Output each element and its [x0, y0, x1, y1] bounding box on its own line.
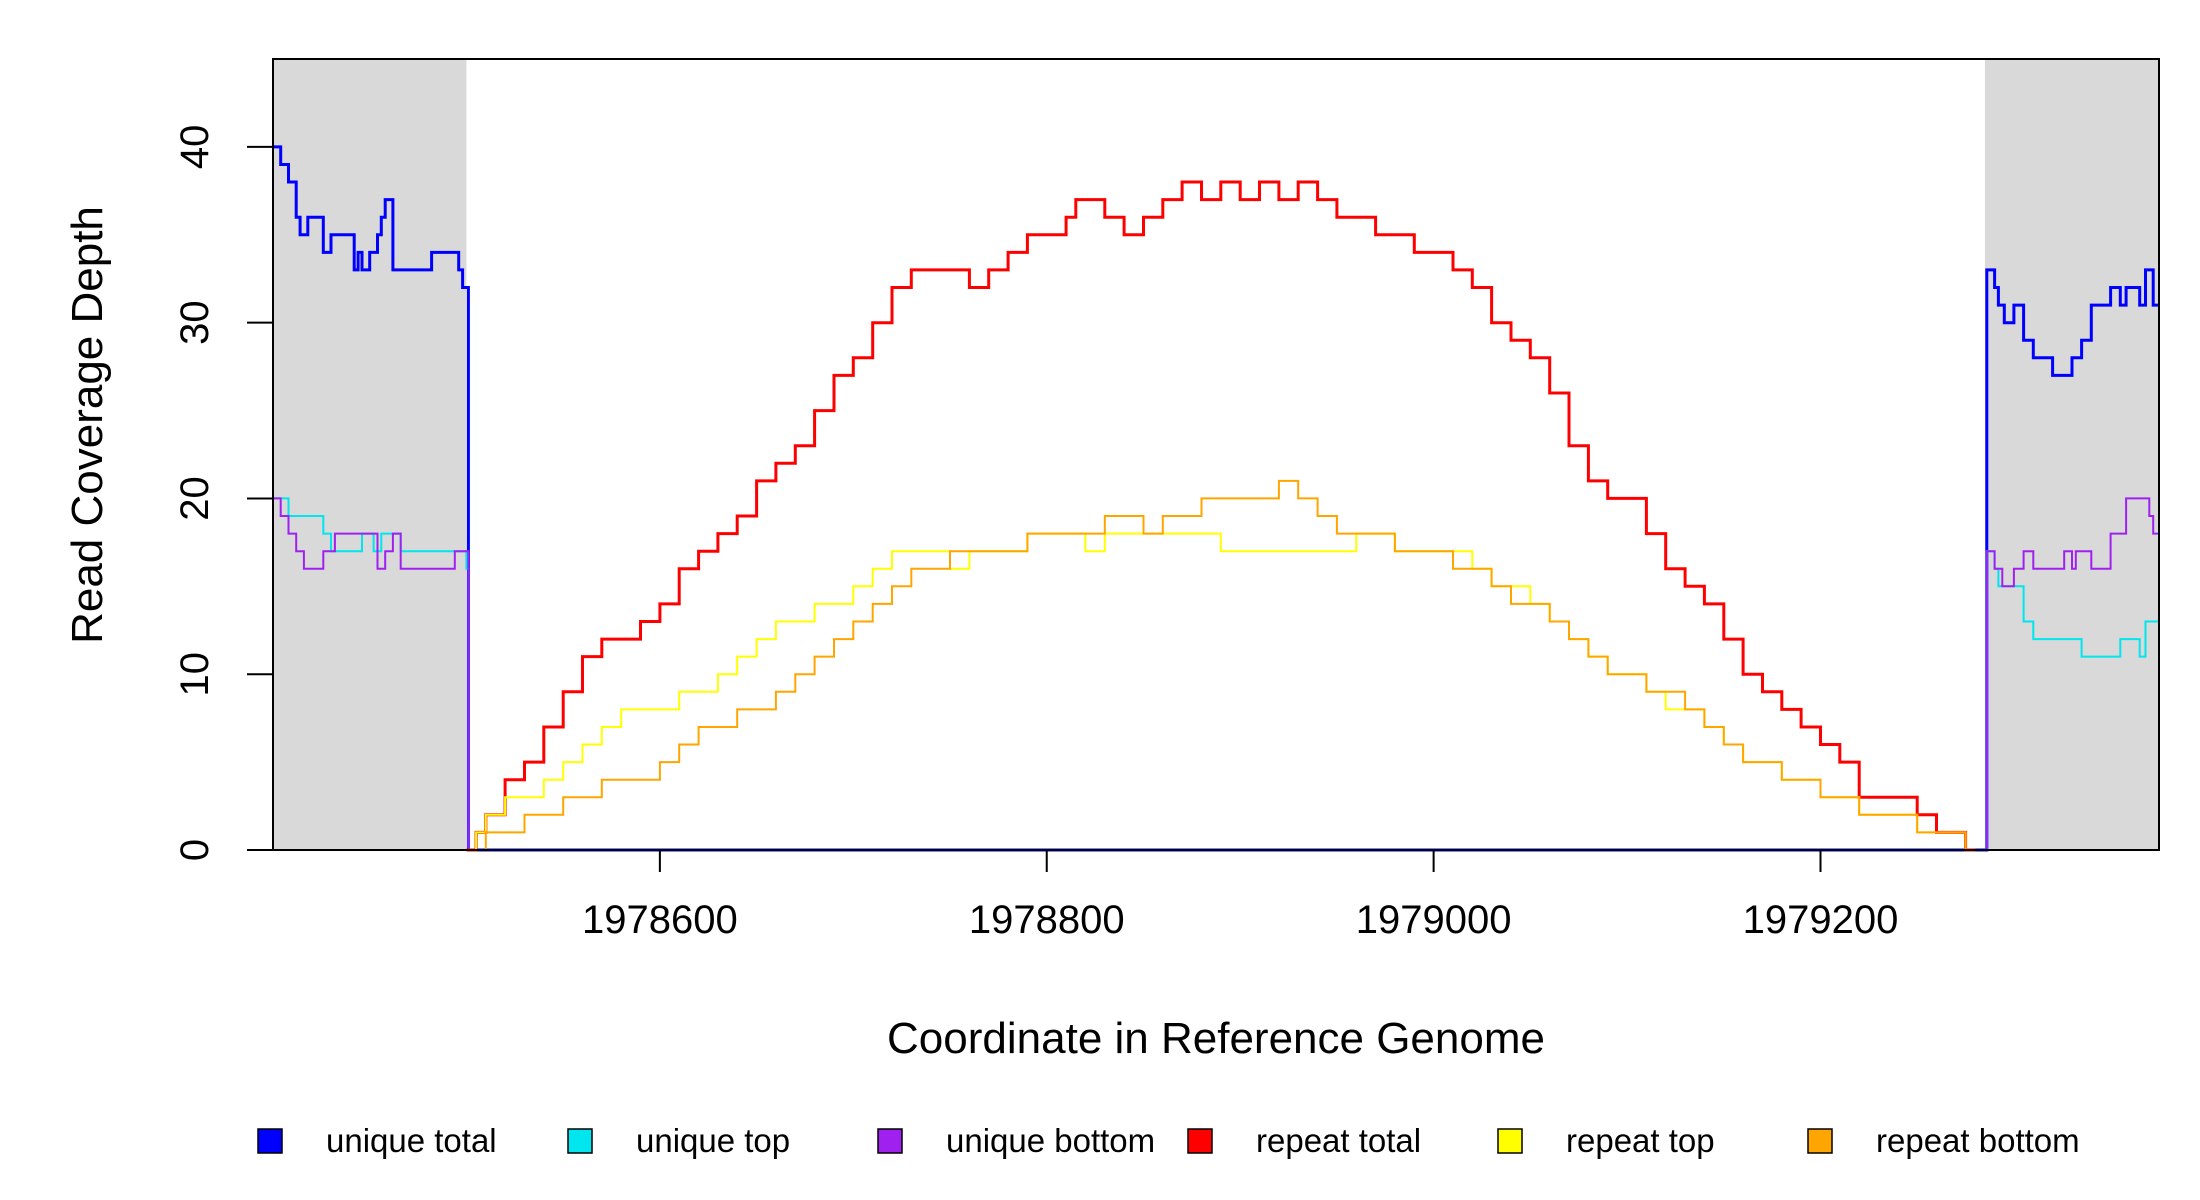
- y-tick-label: 40: [173, 125, 217, 170]
- plot-frame: [272, 58, 2160, 851]
- series-line-repeat-total: [466, 180, 1976, 852]
- y-tick-label: 10: [173, 652, 217, 697]
- y-tick-label: 30: [173, 300, 217, 345]
- series-line-repeat-top: [466, 532, 1976, 851]
- shaded-region-0: [273, 59, 467, 850]
- legend-item: repeat total: [1187, 1122, 1421, 1159]
- legend-label: unique bottom: [946, 1122, 1155, 1159]
- legend-swatch: [1807, 1128, 1833, 1154]
- legend-item: unique bottom: [877, 1122, 1155, 1159]
- legend-swatch: [1187, 1128, 1213, 1154]
- y-tick-label: 20: [173, 476, 217, 521]
- x-tick-label: 1979200: [1743, 898, 1899, 942]
- legend-swatch: [877, 1128, 903, 1154]
- y-axis-title: Read Coverage Depth: [63, 206, 112, 644]
- x-axis-title: Coordinate in Reference Genome: [887, 1014, 1545, 1063]
- x-axis: 1978600 1978800 1979000 1979200: [582, 850, 1898, 942]
- legend: unique total unique top unique bottom repea…: [257, 1122, 2080, 1159]
- legend-item: repeat top: [1497, 1122, 1715, 1159]
- shaded-region-1: [1984, 59, 2159, 850]
- legend-label: repeat total: [1256, 1122, 1421, 1159]
- series-line-unique-total: [273, 145, 2159, 852]
- y-tick-label: 0: [173, 839, 217, 861]
- x-tick-label: 1978800: [969, 898, 1125, 942]
- series-lines: [273, 145, 2159, 852]
- legend-label: unique total: [326, 1122, 497, 1159]
- series-line-unique-bottom: [273, 497, 2159, 851]
- legend-label: repeat top: [1566, 1122, 1715, 1159]
- y-axis: 0 10 20 30 40: [173, 125, 274, 861]
- x-tick-label: 1978600: [582, 898, 738, 942]
- x-tick-label: 1979000: [1356, 898, 1512, 942]
- series-line-repeat-bottom: [466, 479, 1976, 851]
- legend-label: repeat bottom: [1876, 1122, 2080, 1159]
- legend-label: unique top: [636, 1122, 790, 1159]
- legend-swatch: [257, 1128, 283, 1154]
- legend-item: unique total: [257, 1122, 497, 1159]
- shaded-regions: [273, 59, 2159, 850]
- legend-swatch: [1497, 1128, 1523, 1154]
- legend-swatch: [567, 1128, 593, 1154]
- legend-item: unique top: [567, 1122, 790, 1159]
- legend-item: repeat bottom: [1807, 1122, 2080, 1159]
